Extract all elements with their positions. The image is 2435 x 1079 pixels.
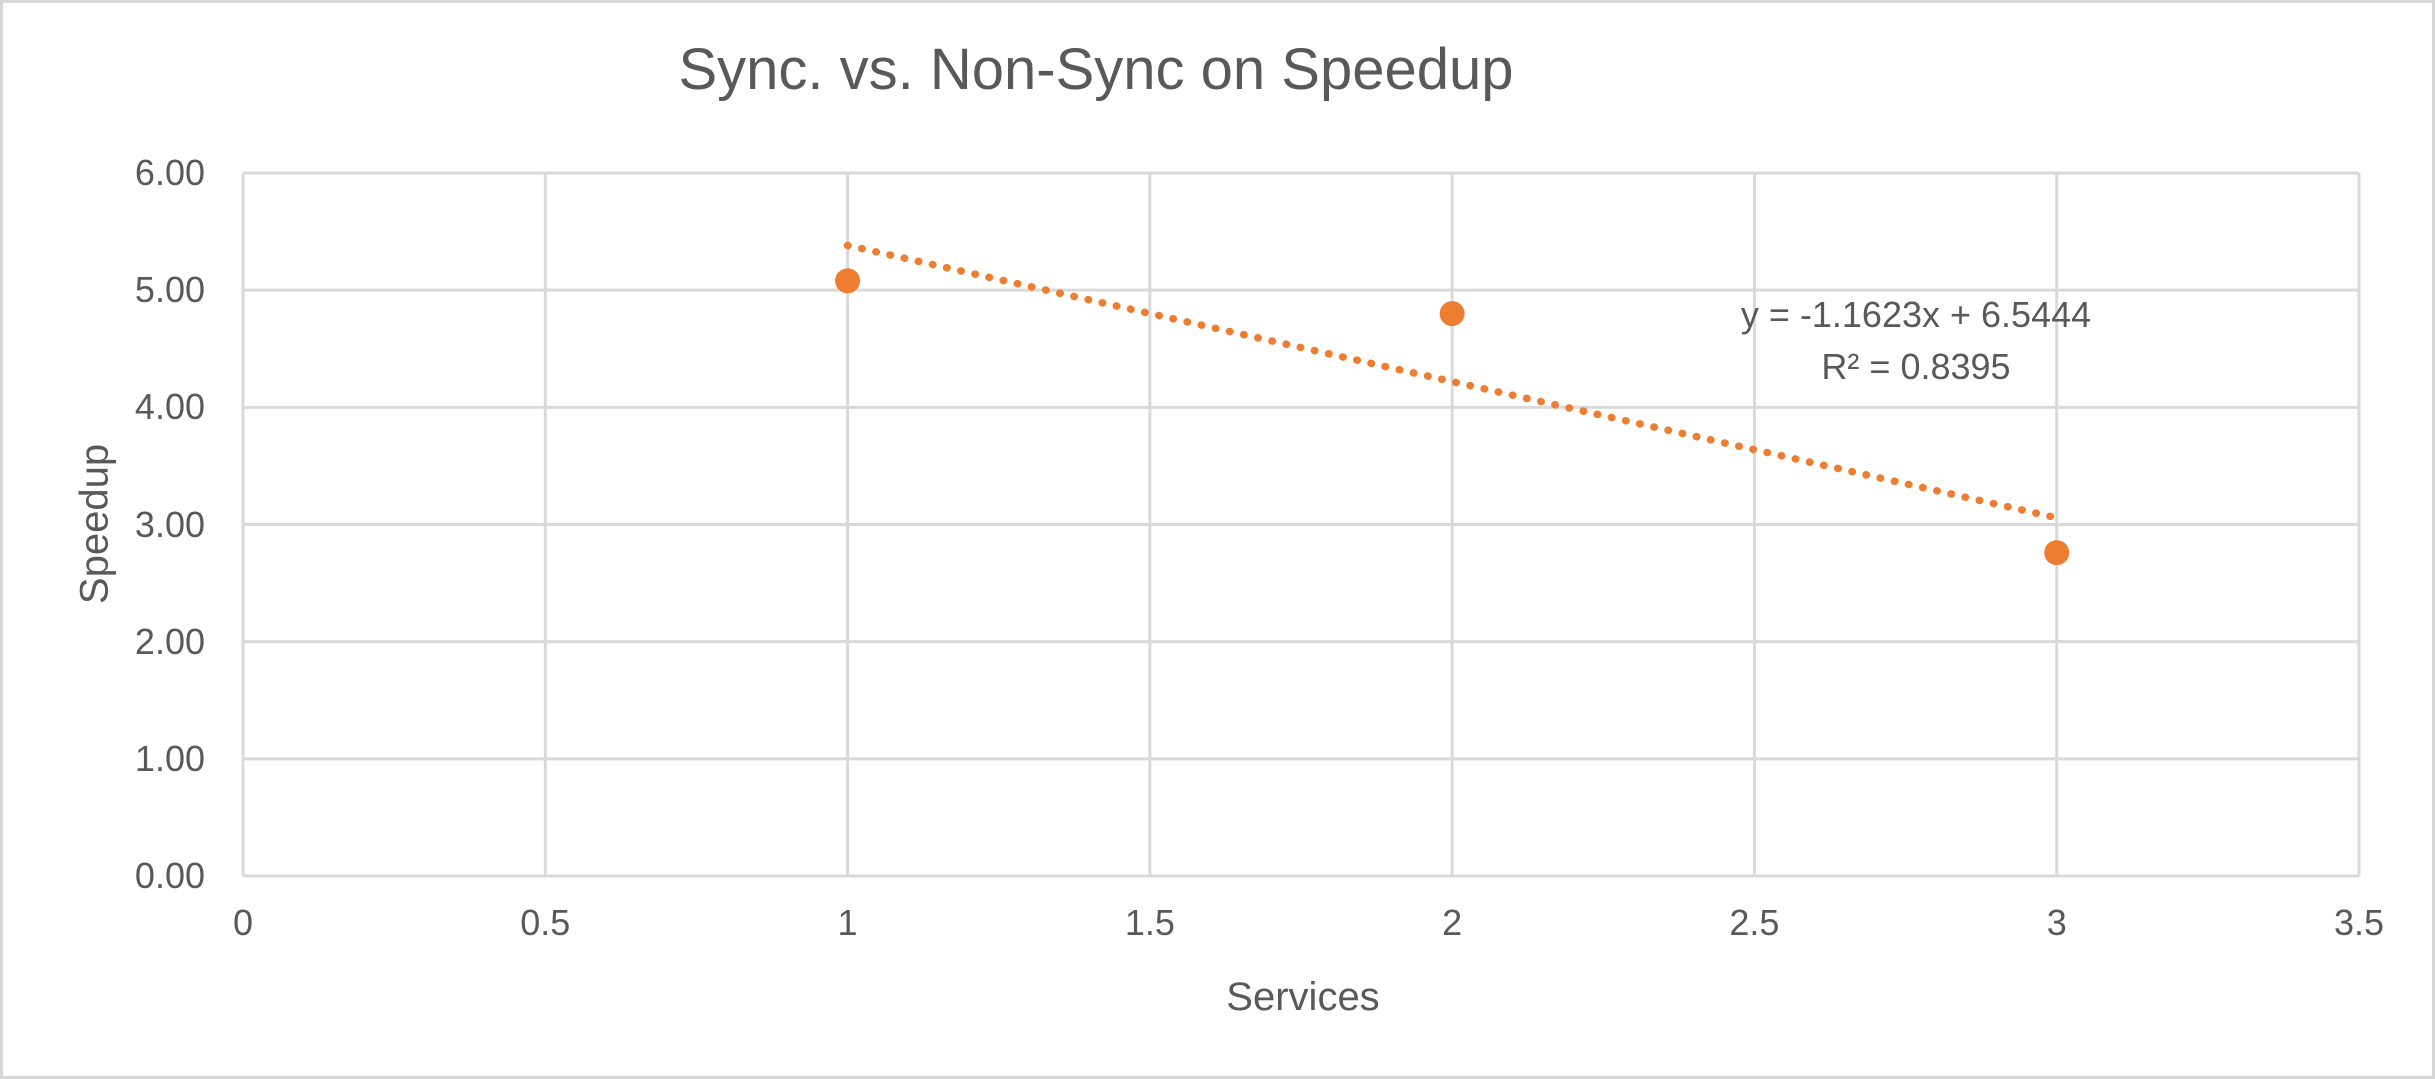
x-tick-label: 0 [232, 902, 254, 943]
plot-area [241, 171, 2361, 878]
x-tick-label: 3.5 [2333, 902, 2385, 943]
trendline-r2-text: R² = 0.8395 [1821, 346, 2011, 387]
trendline-equation-text: y = -1.1623x + 6.5444 [1740, 294, 2092, 335]
data-point-marker [1439, 301, 1465, 327]
y-tick-label: 2.00 [134, 620, 205, 662]
x-tick-label: 2.5 [1729, 902, 1780, 943]
x-tick-label: 0.5 [520, 902, 571, 943]
y-tick-label: 5.00 [134, 269, 205, 311]
x-axis-title: Services [1226, 975, 1380, 1019]
y-tick-label: 4.00 [134, 386, 205, 428]
y-tick-label: 0.00 [134, 855, 205, 896]
trendline [843, 241, 2061, 522]
x-tick-label: 3 [2046, 902, 2067, 943]
data-point-marker [2044, 540, 2070, 566]
y-tick-label: 3.00 [134, 503, 205, 545]
x-tick-label: 1 [837, 902, 858, 943]
trendline-label-block: y = -1.1623x + 6.5444 R² = 0.8395 [1741, 289, 2091, 393]
x-tick-label: 2 [1442, 902, 1463, 943]
data-point-marker [835, 268, 861, 294]
y-tick-label: 1.00 [134, 737, 205, 779]
x-tick-label: 1.5 [1124, 902, 1175, 943]
chart-title: Sync. vs. Non-Sync on Speedup [678, 37, 1514, 102]
y-tick-label: 6.00 [134, 152, 205, 193]
